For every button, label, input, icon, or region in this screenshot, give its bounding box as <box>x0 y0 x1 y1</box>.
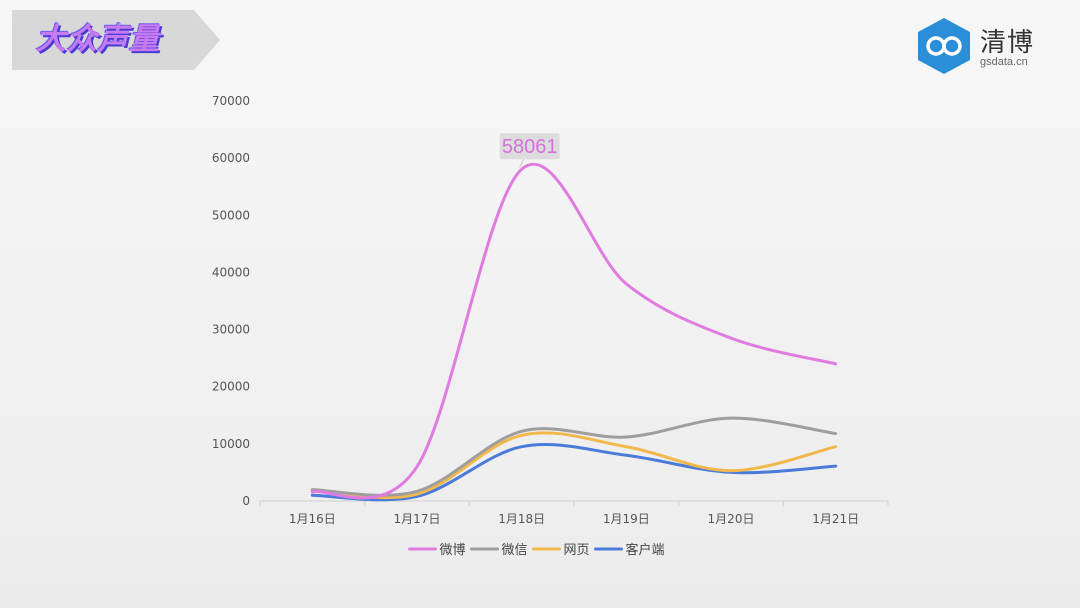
x-tick-label: 1月20日 <box>708 512 755 526</box>
x-tick-label: 1月16日 <box>289 512 336 526</box>
peak-label-background <box>499 133 560 160</box>
title-banner-shape <box>12 10 220 70</box>
y-tick-label: 20000 <box>212 380 250 394</box>
brand-name: 清博 <box>980 28 1035 58</box>
y-tick-label: 30000 <box>212 323 250 337</box>
page-title: 大众声量 <box>36 22 160 57</box>
brand-url: gsdata.cn <box>980 56 1028 68</box>
y-tick-label: 40000 <box>212 265 250 279</box>
y-tick-label: 0 <box>242 494 250 508</box>
series-line-微信 <box>310 416 838 497</box>
brand: 清博 gsdata.cn <box>916 16 1046 76</box>
peak-data-label: 58061 <box>502 136 558 158</box>
series-line-网页 <box>310 431 838 500</box>
x-tick-label: 1月18日 <box>498 512 545 526</box>
y-tick-label: 10000 <box>212 437 250 451</box>
series-line-客户端 <box>310 443 838 502</box>
y-tick-label: 50000 <box>212 208 250 222</box>
x-tick-label: 1月17日 <box>394 512 441 526</box>
legend-label: 客户端 <box>626 542 665 558</box>
peak-label-pointer <box>519 158 525 168</box>
gsdata-logo-icon <box>918 18 970 74</box>
x-tick-label: 1月21日 <box>812 512 859 526</box>
y-tick-label: 70000 <box>212 94 250 108</box>
legend-label: 网页 <box>564 543 590 558</box>
x-tick-label: 1月19日 <box>603 512 650 526</box>
legend-label: 微信 <box>502 543 528 558</box>
series-line-微博 <box>310 162 838 500</box>
legend-label: 微博 <box>440 543 466 558</box>
title-banner: 大众声量 <box>12 10 220 70</box>
y-tick-label: 60000 <box>212 151 250 165</box>
